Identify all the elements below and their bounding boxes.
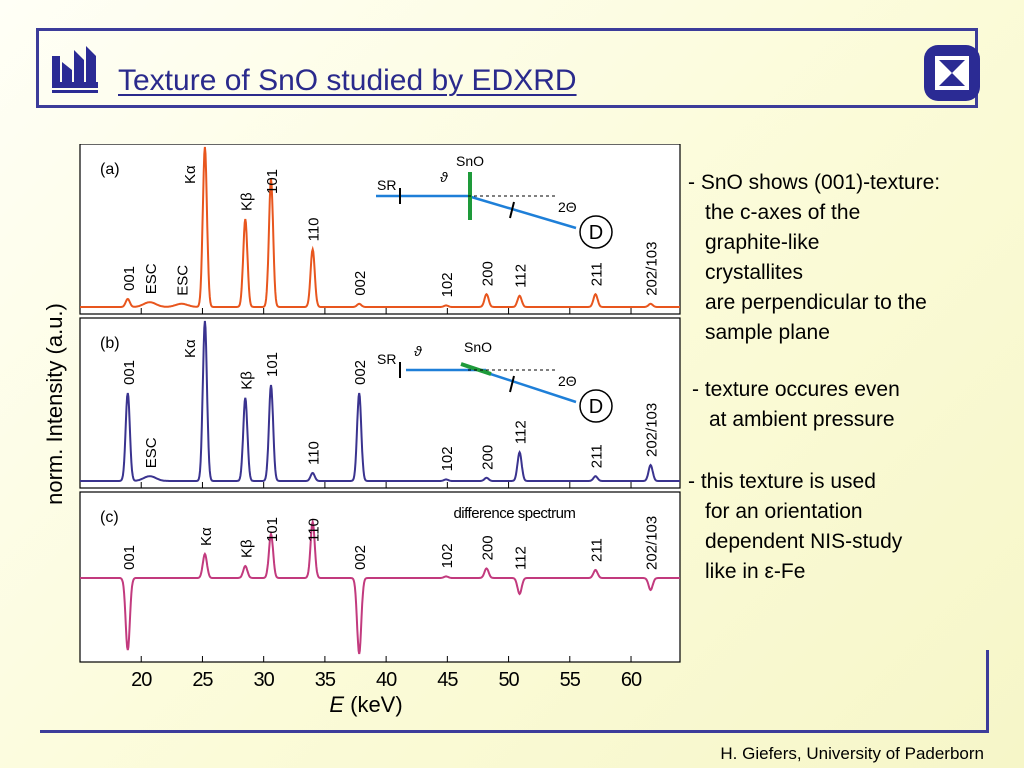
peak-label: 001 — [121, 266, 138, 291]
bullet-line: at ambient pressure — [709, 408, 895, 431]
peak-label: 102 — [439, 543, 456, 568]
peak-label: 101 — [264, 352, 281, 377]
x-tick-label: 60 — [621, 669, 642, 691]
peak-label: 101 — [264, 169, 281, 194]
slide-title: Texture of SnO studied by EDXRD — [118, 64, 577, 97]
frame-line-bottom — [40, 730, 988, 733]
spectrum-line-2 — [80, 518, 680, 655]
peak-label: Kα — [198, 527, 215, 546]
panel-label: (a) — [100, 161, 120, 178]
spectrum-line-1 — [80, 320, 680, 482]
inset-label-detector: D — [589, 222, 603, 244]
bullet-line: the c-axes of the — [705, 201, 861, 224]
inset-label-theta: ϑ — [414, 343, 423, 359]
inset-label-sr: SR — [377, 351, 396, 367]
panel-frame — [79, 317, 681, 489]
peak-label: ESC — [143, 437, 160, 468]
spectrum-line-0 — [80, 146, 680, 308]
peak-label: Kα — [182, 339, 199, 358]
x-tick-label: 25 — [192, 669, 213, 691]
peak-label: 211 — [589, 538, 606, 562]
peak-label: 211 — [589, 444, 606, 468]
panel-label: (c) — [100, 509, 119, 526]
frame-line-top — [36, 28, 978, 31]
peak-label: ESC — [175, 265, 192, 296]
inset-label-sno: SnO — [456, 153, 484, 169]
peak-label: 112 — [513, 420, 530, 444]
bullet-texture: - SnO shows (001)-texture: the c-axes of… — [688, 168, 940, 348]
x-tick-label: 50 — [498, 669, 519, 691]
inset-label-sr: SR — [377, 177, 396, 193]
peak-label: 001 — [121, 360, 138, 385]
inset-slit — [509, 375, 515, 393]
panel-label: (b) — [100, 335, 120, 352]
inset-slit — [509, 201, 515, 219]
x-tick-label: 20 — [131, 669, 152, 691]
peak-label: 202/103 — [644, 242, 661, 296]
bullet-line: - this texture is used — [688, 470, 876, 493]
bullet-line: - SnO shows (001)-texture: — [688, 171, 941, 194]
frame-line-bottom-right — [986, 650, 989, 733]
peak-label: 110 — [306, 217, 323, 241]
inset-label-detector: D — [589, 396, 603, 418]
inset-diffracted-beam — [467, 194, 577, 230]
inset-detector — [579, 215, 613, 249]
peak-label: 200 — [480, 261, 497, 286]
peak-label: Kβ — [238, 539, 255, 558]
peak-label: 211 — [589, 262, 606, 286]
peak-label: 202/103 — [644, 516, 661, 570]
bullet-line: - texture occures even — [692, 378, 900, 401]
peak-label: 200 — [480, 445, 497, 470]
bullet-line: crystallites — [705, 261, 804, 284]
frame-line-left — [36, 28, 39, 106]
peak-label: 110 — [306, 518, 323, 542]
bullet-nis-study: - this texture is used for an orientatio… — [688, 467, 902, 587]
x-tick-label: 35 — [315, 669, 336, 691]
x-tick-label: 45 — [437, 669, 458, 691]
peak-label: Kβ — [238, 192, 255, 211]
peak-label: ESC — [143, 263, 160, 294]
peak-label: 002 — [352, 271, 369, 296]
x-axis-symbol: E — [329, 692, 344, 717]
university-logo-icon — [52, 46, 98, 93]
bullet-ambient-pressure: - texture occures even at ambient pressu… — [692, 375, 900, 435]
peak-label: 102 — [439, 272, 456, 297]
inset-label-2theta: 2Θ — [558, 373, 577, 389]
institute-emblem-icon — [924, 45, 980, 101]
inset-sample — [460, 362, 492, 376]
bullet-line: are perpendicular to the — [705, 291, 927, 314]
peak-label: 002 — [352, 360, 369, 385]
x-tick-label: 55 — [560, 669, 581, 691]
inset-label-sno: SnO — [464, 339, 492, 355]
x-tick-label: 40 — [376, 669, 397, 691]
inset-label-2theta: 2Θ — [558, 199, 577, 215]
peak-label: 112 — [513, 546, 530, 570]
peak-label: Kα — [182, 165, 199, 184]
peak-label: 202/103 — [644, 403, 661, 457]
peak-label: 112 — [513, 264, 530, 288]
peak-label: 110 — [306, 441, 323, 465]
frame-line-under-title — [36, 105, 978, 108]
footer-credit: H. Giefers, University of Paderborn — [720, 744, 984, 763]
x-axis-label: E (keV) — [329, 692, 402, 717]
bullet-line: sample plane — [705, 321, 830, 344]
y-axis-label: norm. Intensity (a.u.) — [42, 303, 67, 505]
peak-label: 200 — [480, 535, 497, 560]
peak-label: 102 — [439, 446, 456, 471]
panel-annotation: difference spectrum — [453, 505, 575, 522]
peak-label: 001 — [121, 545, 138, 570]
peak-label: 101 — [264, 517, 281, 542]
peak-label: Kβ — [238, 371, 255, 390]
inset-detector — [579, 389, 613, 423]
bullet-line: like in ε-Fe — [705, 560, 806, 583]
bullet-line: graphite-like — [705, 231, 820, 254]
x-tick-label: 30 — [254, 669, 275, 691]
panel-frame — [79, 144, 681, 315]
peak-label: 002 — [352, 545, 369, 570]
bullet-line: for an orientation — [705, 500, 863, 523]
x-axis-unit: (keV) — [350, 692, 403, 717]
inset-label-theta: ϑ — [440, 169, 449, 185]
bullet-line: dependent NIS-study — [705, 530, 903, 553]
